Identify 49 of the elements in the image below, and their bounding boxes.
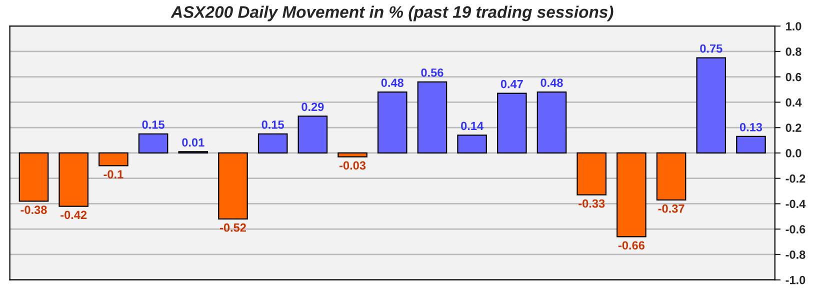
data-label: 0.29 — [302, 102, 324, 112]
bar — [656, 152, 686, 200]
bar — [258, 133, 288, 154]
y-tick-label: 0.0 — [786, 149, 802, 158]
data-label: 0.56 — [421, 68, 444, 77]
data-label: 0.47 — [500, 80, 523, 88]
data-label: 0.48 — [381, 78, 404, 87]
bar — [576, 152, 607, 196]
data-label: 0.14 — [461, 122, 484, 130]
data-label: -0.52 — [220, 223, 246, 232]
bar — [58, 152, 88, 207]
data-label: -0.38 — [20, 206, 47, 214]
data-label: -0.42 — [60, 210, 87, 220]
bar — [98, 152, 128, 166]
bar — [18, 152, 49, 202]
bar — [138, 133, 168, 154]
y-tick-label: -1.0 — [786, 276, 806, 284]
data-label: -0.37 — [658, 204, 684, 213]
bar — [536, 92, 567, 154]
bar — [417, 81, 448, 154]
y-tick-label: -0.8 — [786, 250, 806, 259]
bar — [616, 152, 646, 238]
y-tick-label: 0.4 — [786, 98, 802, 107]
data-label: 0.01 — [182, 138, 204, 147]
bar — [497, 92, 527, 154]
bar — [377, 92, 408, 154]
y-tick-label: 0.2 — [786, 124, 802, 132]
y-tick-label: -0.4 — [786, 200, 806, 208]
data-label: 0.75 — [700, 44, 722, 53]
bar — [736, 136, 766, 154]
data-label: 0.15 — [262, 120, 284, 129]
data-label: 0.15 — [142, 120, 164, 129]
y-tick-label: 0.6 — [786, 72, 802, 82]
data-label: -0.66 — [618, 241, 644, 250]
y-tick-label: 0.8 — [786, 48, 802, 56]
bar — [298, 116, 328, 154]
bar — [457, 134, 487, 154]
y-tick-label: -0.6 — [786, 225, 806, 234]
data-label: -0.1 — [104, 170, 124, 178]
bar — [696, 57, 726, 154]
data-label: -0.03 — [340, 161, 366, 170]
data-label: -0.33 — [578, 199, 605, 208]
chart-title: ASX200 Daily Movement in % (past 19 trading sessions) — [170, 6, 614, 22]
y-tick-label: -0.2 — [786, 174, 806, 183]
data-label: 0.13 — [740, 123, 762, 132]
bar — [218, 152, 248, 220]
bar — [338, 152, 368, 158]
data-label: 0.48 — [540, 78, 563, 87]
y-tick-label: 1.0 — [786, 22, 802, 30]
